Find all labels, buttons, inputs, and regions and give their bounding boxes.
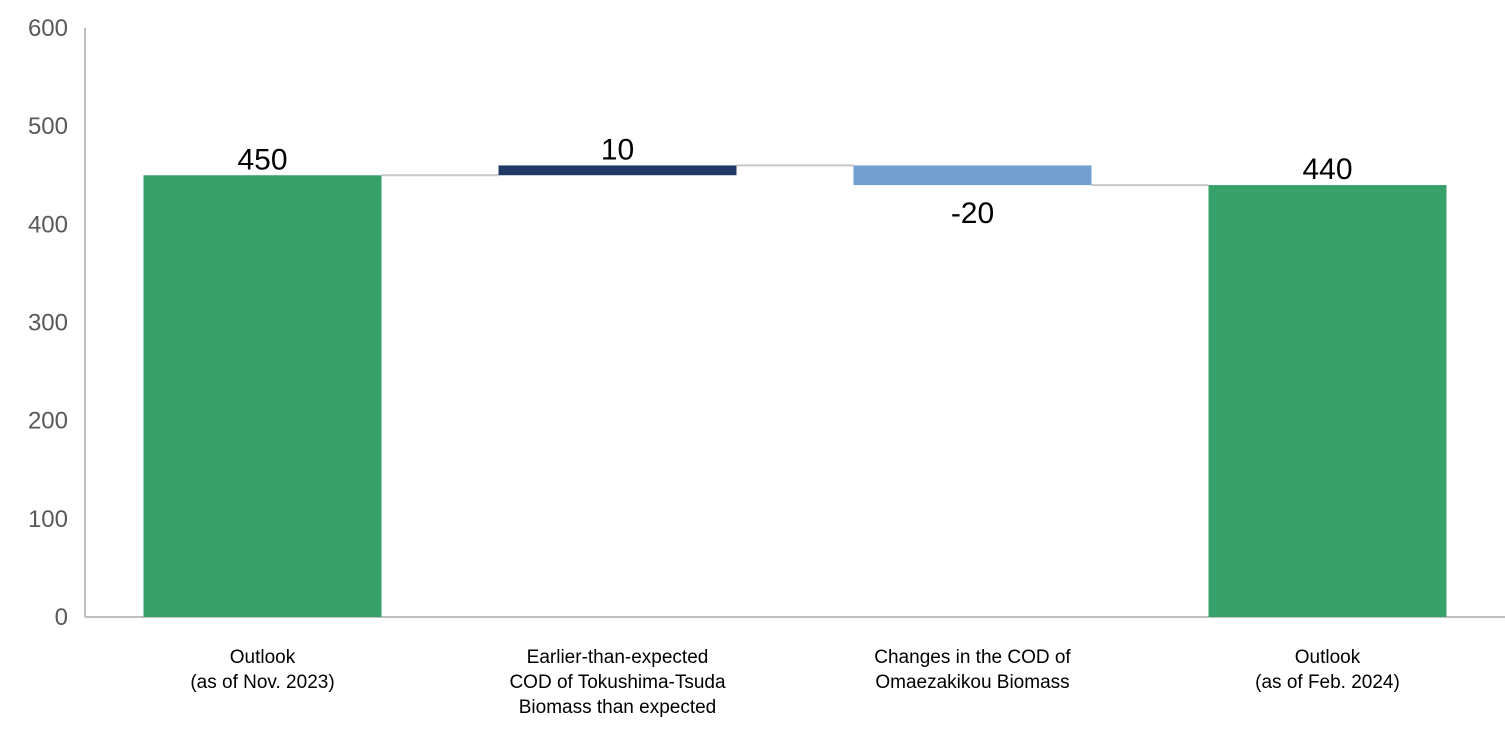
- data-label: 450: [237, 143, 287, 176]
- labels: 450 10 -20 440 Outlook (as of Nov. 2023) Earli…: [190, 133, 1400, 718]
- category-label-line: Outlook: [1295, 647, 1361, 668]
- category-label-line: Omaezakikou Biomass: [875, 672, 1069, 693]
- category-label: Changes in the COD of Omaezakikou Biomass: [874, 647, 1071, 693]
- y-tick-label: 500: [28, 113, 68, 140]
- category-label-line: COD of Tokushima-Tsuda: [509, 672, 726, 693]
- category-label-line: (as of Feb. 2024): [1255, 672, 1400, 693]
- category-label: Outlook (as of Feb. 2024): [1255, 647, 1400, 693]
- category-label-line: Earlier-than-expected: [527, 647, 709, 668]
- category-label-line: Outlook: [230, 647, 296, 668]
- category-label-line: (as of Nov. 2023): [190, 672, 334, 693]
- category-label: Outlook (as of Nov. 2023): [190, 647, 334, 693]
- total-bar: [1208, 185, 1447, 618]
- y-tick-label: 400: [28, 211, 68, 238]
- total-bar: [143, 175, 382, 617]
- data-label: 440: [1302, 153, 1352, 186]
- y-tick-label: 200: [28, 408, 68, 435]
- data-label: 10: [601, 133, 634, 166]
- data-label: -20: [951, 197, 994, 230]
- category-label: Earlier-than-expected COD of Tokushima-Ts…: [509, 647, 726, 718]
- category-label-line: Biomass than expected: [519, 697, 717, 718]
- y-tick-label: 100: [28, 506, 68, 533]
- y-tick-label: 600: [28, 15, 68, 42]
- delta-bar: [498, 165, 737, 176]
- y-tick-label: 300: [28, 310, 68, 337]
- bars: [143, 164, 1447, 618]
- delta-bar: [853, 165, 1092, 186]
- category-label-line: Changes in the COD of: [874, 647, 1071, 668]
- y-tick-label: 0: [55, 604, 68, 631]
